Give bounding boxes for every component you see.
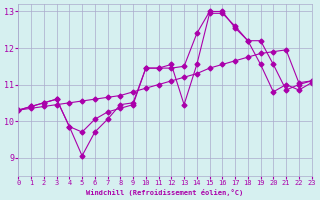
- X-axis label: Windchill (Refroidissement éolien,°C): Windchill (Refroidissement éolien,°C): [86, 189, 244, 196]
